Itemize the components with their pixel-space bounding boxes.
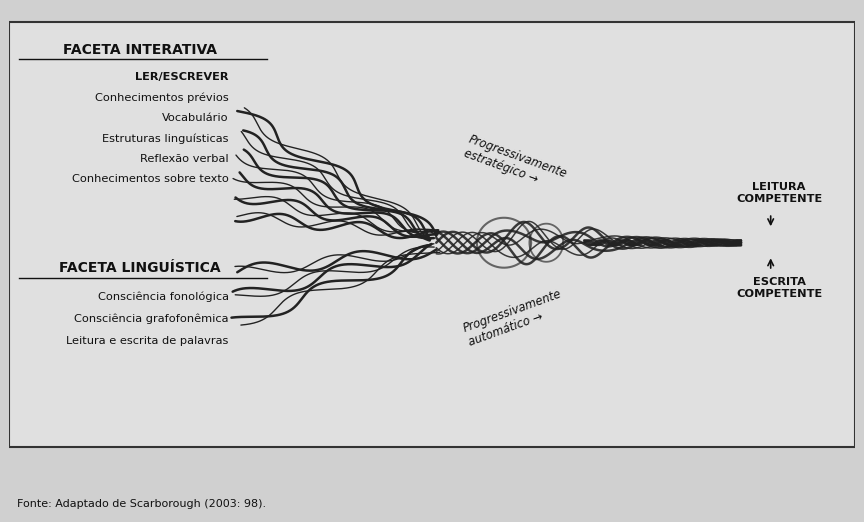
Text: FACETA LINGUÍSTICA: FACETA LINGUÍSTICA — [59, 260, 220, 275]
Text: LEITURA
COMPETENTE: LEITURA COMPETENTE — [736, 182, 823, 204]
Text: FACETA INTERATIVA: FACETA INTERATIVA — [63, 43, 217, 57]
Text: Leitura e escrita de palavras: Leitura e escrita de palavras — [67, 336, 229, 346]
Text: LER/ESCREVER: LER/ESCREVER — [136, 72, 229, 82]
Text: Conhecimentos prévios: Conhecimentos prévios — [95, 92, 229, 103]
Text: Consciência fonológica: Consciência fonológica — [98, 292, 229, 302]
Text: Conhecimentos sobre texto: Conhecimentos sobre texto — [72, 174, 229, 184]
Text: Estruturas linguísticas: Estruturas linguísticas — [102, 133, 229, 144]
Text: Consciência grafofonêmica: Consciência grafofonêmica — [74, 314, 229, 324]
Text: Progressivamente
estratégico →: Progressivamente estratégico → — [461, 132, 569, 194]
FancyBboxPatch shape — [10, 22, 854, 447]
Text: Vocabulário: Vocabulário — [162, 113, 229, 123]
Text: Fonte: Adaptado de Scarborough (2003: 98).: Fonte: Adaptado de Scarborough (2003: 98… — [17, 499, 266, 509]
Text: Progressivamente
automático →: Progressivamente automático → — [461, 287, 569, 349]
Text: ESCRITA
COMPETENTE: ESCRITA COMPETENTE — [736, 277, 823, 299]
Text: Reflexão verbal: Reflexão verbal — [140, 153, 229, 164]
